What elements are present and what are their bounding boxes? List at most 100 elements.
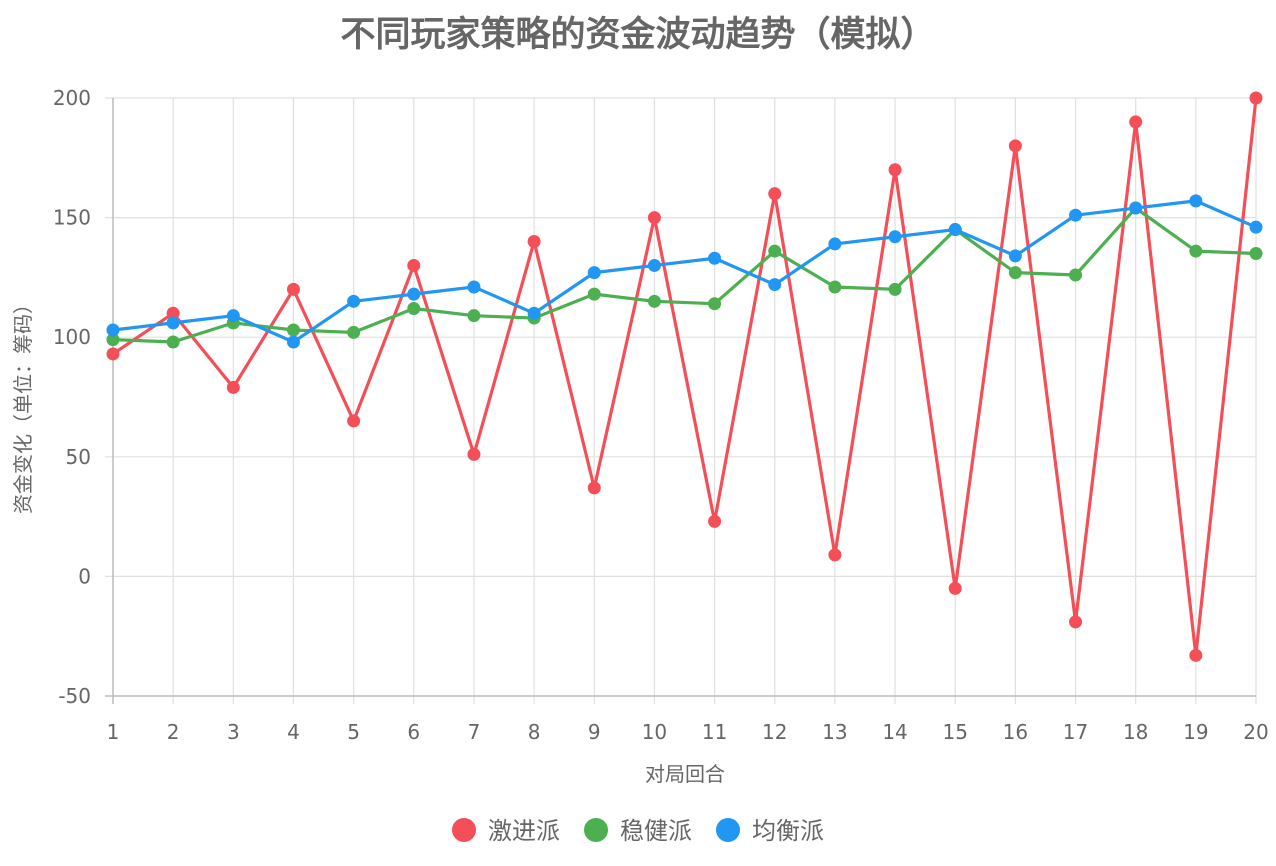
x-tick-label: 5 — [347, 720, 360, 744]
data-point[interactable] — [527, 306, 541, 320]
data-point[interactable] — [527, 235, 541, 249]
data-point[interactable] — [226, 380, 240, 394]
data-point[interactable] — [1008, 266, 1022, 280]
data-point[interactable] — [467, 280, 481, 294]
data-point[interactable] — [768, 278, 782, 292]
x-tick-label: 11 — [702, 720, 727, 744]
data-point[interactable] — [1008, 139, 1022, 153]
data-point[interactable] — [467, 309, 481, 323]
data-point[interactable] — [1129, 115, 1143, 129]
data-point[interactable] — [166, 316, 180, 330]
data-point[interactable] — [286, 335, 300, 349]
data-point[interactable] — [407, 287, 421, 301]
data-point[interactable] — [407, 258, 421, 272]
legend-swatch — [716, 818, 740, 842]
y-axis-title: 资金变化（单位：筹码） — [11, 294, 35, 514]
series-line — [111, 199, 1258, 344]
data-point[interactable] — [1008, 249, 1022, 263]
x-tick-label: 16 — [1003, 720, 1028, 744]
data-point[interactable] — [587, 481, 601, 495]
legend[interactable]: 激进派 稳健派 均衡派 — [452, 817, 824, 845]
data-point[interactable] — [347, 325, 361, 339]
x-tick-label: 2 — [167, 720, 180, 744]
data-point[interactable] — [166, 335, 180, 349]
data-point[interactable] — [888, 230, 902, 244]
data-point[interactable] — [948, 223, 962, 237]
series-lines — [106, 91, 1263, 662]
data-point[interactable] — [347, 414, 361, 428]
legend-item[interactable]: 均衡派 — [716, 817, 824, 845]
y-tick-label: 0 — [78, 564, 91, 588]
data-point[interactable] — [647, 211, 661, 225]
data-point[interactable] — [948, 581, 962, 595]
data-point[interactable] — [828, 280, 842, 294]
series-line — [111, 96, 1258, 657]
x-tick-label: 10 — [642, 720, 667, 744]
data-point[interactable] — [888, 282, 902, 296]
x-tick-label: 3 — [227, 720, 240, 744]
x-tick-label: 8 — [528, 720, 541, 744]
data-point[interactable] — [106, 323, 120, 337]
data-point[interactable] — [1189, 648, 1203, 662]
data-point[interactable] — [708, 514, 722, 528]
x-tick-label: 19 — [1183, 720, 1208, 744]
data-point[interactable] — [1189, 244, 1203, 258]
data-point[interactable] — [708, 251, 722, 265]
data-point[interactable] — [587, 287, 601, 301]
data-point[interactable] — [1069, 615, 1083, 629]
data-point[interactable] — [286, 282, 300, 296]
legend-swatch — [584, 818, 608, 842]
data-point[interactable] — [828, 548, 842, 562]
y-tick-label: 50 — [66, 445, 91, 469]
data-point[interactable] — [768, 244, 782, 258]
data-point[interactable] — [106, 347, 120, 361]
data-point[interactable] — [1069, 268, 1083, 282]
series-group — [106, 91, 1263, 662]
data-point[interactable] — [708, 297, 722, 311]
x-tick-label: 7 — [468, 720, 481, 744]
x-tick-label: 14 — [882, 720, 907, 744]
legend-swatch — [452, 818, 476, 842]
x-axis-title: 对局回合 — [645, 762, 725, 786]
data-point[interactable] — [1249, 220, 1263, 234]
y-axis-ticks: -50 0 50 100 150 200 — [53, 86, 91, 708]
x-tick-label: 4 — [287, 720, 300, 744]
legend-item[interactable]: 激进派 — [452, 817, 560, 845]
x-tick-label: 17 — [1063, 720, 1088, 744]
data-point[interactable] — [1069, 208, 1083, 222]
legend-label: 激进派 — [488, 817, 560, 845]
data-point[interactable] — [286, 323, 300, 337]
data-point[interactable] — [647, 294, 661, 308]
data-point[interactable] — [1189, 194, 1203, 208]
data-point[interactable] — [166, 306, 180, 320]
x-tick-label: 13 — [822, 720, 847, 744]
x-tick-label: 20 — [1243, 720, 1268, 744]
data-point[interactable] — [647, 258, 661, 272]
data-point[interactable] — [1249, 246, 1263, 260]
data-point[interactable] — [226, 309, 240, 323]
series-group — [106, 194, 1263, 349]
y-tick-label: 150 — [53, 206, 91, 230]
data-point[interactable] — [587, 266, 601, 280]
chart-title: 不同玩家策略的资金波动趋势（模拟） — [340, 14, 935, 55]
axes — [105, 98, 1256, 704]
x-tick-label: 18 — [1123, 720, 1148, 744]
y-tick-label: 100 — [53, 325, 91, 349]
data-point[interactable] — [106, 333, 120, 347]
x-axis-ticks: 1 2 3 4 5 6 7 8 9 10 11 12 13 14 15 16 17 18 19 20 — [107, 720, 1269, 744]
data-point[interactable] — [828, 237, 842, 251]
data-point[interactable] — [888, 163, 902, 177]
series-group — [106, 201, 1263, 349]
x-tick-label: 6 — [407, 720, 420, 744]
data-point[interactable] — [467, 447, 481, 461]
data-point[interactable] — [768, 187, 782, 201]
data-point[interactable] — [347, 294, 361, 308]
data-point[interactable] — [1129, 201, 1143, 215]
x-tick-label: 15 — [942, 720, 967, 744]
legend-item[interactable]: 稳健派 — [584, 817, 692, 845]
data-point[interactable] — [1249, 91, 1263, 105]
series-line — [111, 206, 1258, 344]
data-point[interactable] — [407, 301, 421, 315]
